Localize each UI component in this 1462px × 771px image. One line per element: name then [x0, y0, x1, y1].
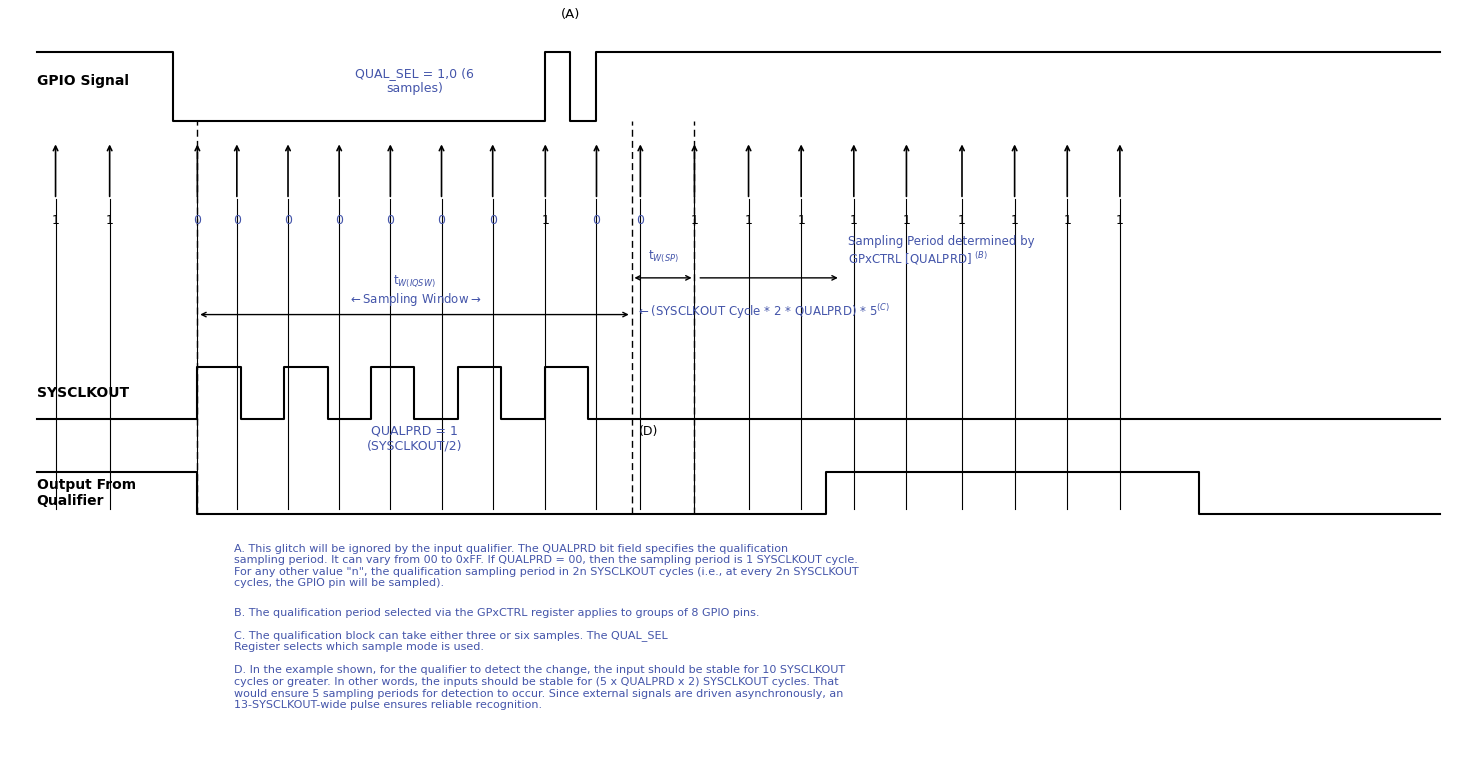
Text: A. This glitch will be ignored by the input qualifier. The QUALPRD bit field spe: A. This glitch will be ignored by the in…	[234, 544, 858, 588]
Text: 1: 1	[541, 214, 550, 227]
Text: t$_{W(IQSW)}$
$\leftarrow$Sampling Window$\rightarrow$: t$_{W(IQSW)}$ $\leftarrow$Sampling Windo…	[348, 273, 481, 308]
Text: 1: 1	[902, 214, 911, 227]
Text: 0: 0	[284, 214, 292, 227]
Text: 1: 1	[51, 214, 60, 227]
Text: QUAL_SEL = 1,0 (6
samples): QUAL_SEL = 1,0 (6 samples)	[355, 67, 474, 96]
Text: 1: 1	[1063, 214, 1072, 227]
Text: 0: 0	[193, 214, 202, 227]
Text: 0: 0	[636, 214, 645, 227]
Text: SYSCLKOUT: SYSCLKOUT	[37, 386, 129, 400]
Text: 0: 0	[488, 214, 497, 227]
Text: 0: 0	[335, 214, 344, 227]
Text: 1: 1	[744, 214, 753, 227]
Text: C. The qualification block can take either three or six samples. The QUAL_SEL
Re: C. The qualification block can take eith…	[234, 630, 668, 652]
Text: (D): (D)	[639, 425, 658, 438]
Text: 0: 0	[232, 214, 241, 227]
Text: (A): (A)	[560, 8, 580, 21]
Text: 0: 0	[386, 214, 395, 227]
Text: 1: 1	[849, 214, 858, 227]
Text: Sampling Period determined by
GPxCTRL [QUALPRD] $^{(B)}$: Sampling Period determined by GPxCTRL [Q…	[848, 235, 1035, 268]
Text: GPIO Signal: GPIO Signal	[37, 74, 129, 88]
Text: Output From
Qualifier: Output From Qualifier	[37, 478, 136, 508]
Text: B. The qualification period selected via the GPxCTRL register applies to groups : B. The qualification period selected via…	[234, 608, 759, 618]
Text: t$_{W(SP)}$: t$_{W(SP)}$	[648, 248, 678, 264]
Text: 0: 0	[592, 214, 601, 227]
Text: 1: 1	[958, 214, 966, 227]
Text: $\leftarrow$(SYSCLKOUT Cycle * 2 * QUALPRD) * 5$^{(C)}$: $\leftarrow$(SYSCLKOUT Cycle * 2 * QUALP…	[636, 302, 890, 322]
Text: 1: 1	[1010, 214, 1019, 227]
Text: 1: 1	[797, 214, 806, 227]
Text: QUALPRD = 1
(SYSCLKOUT/2): QUALPRD = 1 (SYSCLKOUT/2)	[367, 425, 462, 453]
Text: 1: 1	[105, 214, 114, 227]
Text: 0: 0	[437, 214, 446, 227]
Text: 1: 1	[690, 214, 699, 227]
Text: 1: 1	[1116, 214, 1124, 227]
Text: D. In the example shown, for the qualifier to detect the change, the input shoul: D. In the example shown, for the qualifi…	[234, 665, 845, 710]
